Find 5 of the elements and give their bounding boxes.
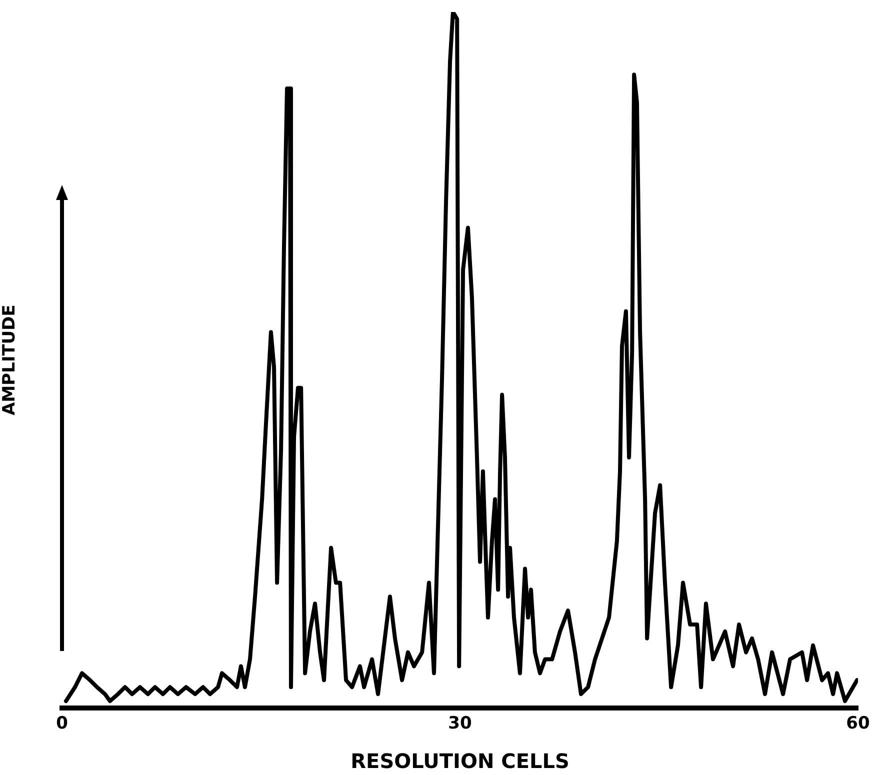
x-axis-title: RESOLUTION CELLS xyxy=(350,749,570,774)
x-tick-label: 0 xyxy=(56,714,68,734)
x-tick-label: 60 xyxy=(846,714,870,734)
y-axis-title: AMPLITUDE xyxy=(0,304,20,416)
x-tick-label: 30 xyxy=(448,714,472,734)
